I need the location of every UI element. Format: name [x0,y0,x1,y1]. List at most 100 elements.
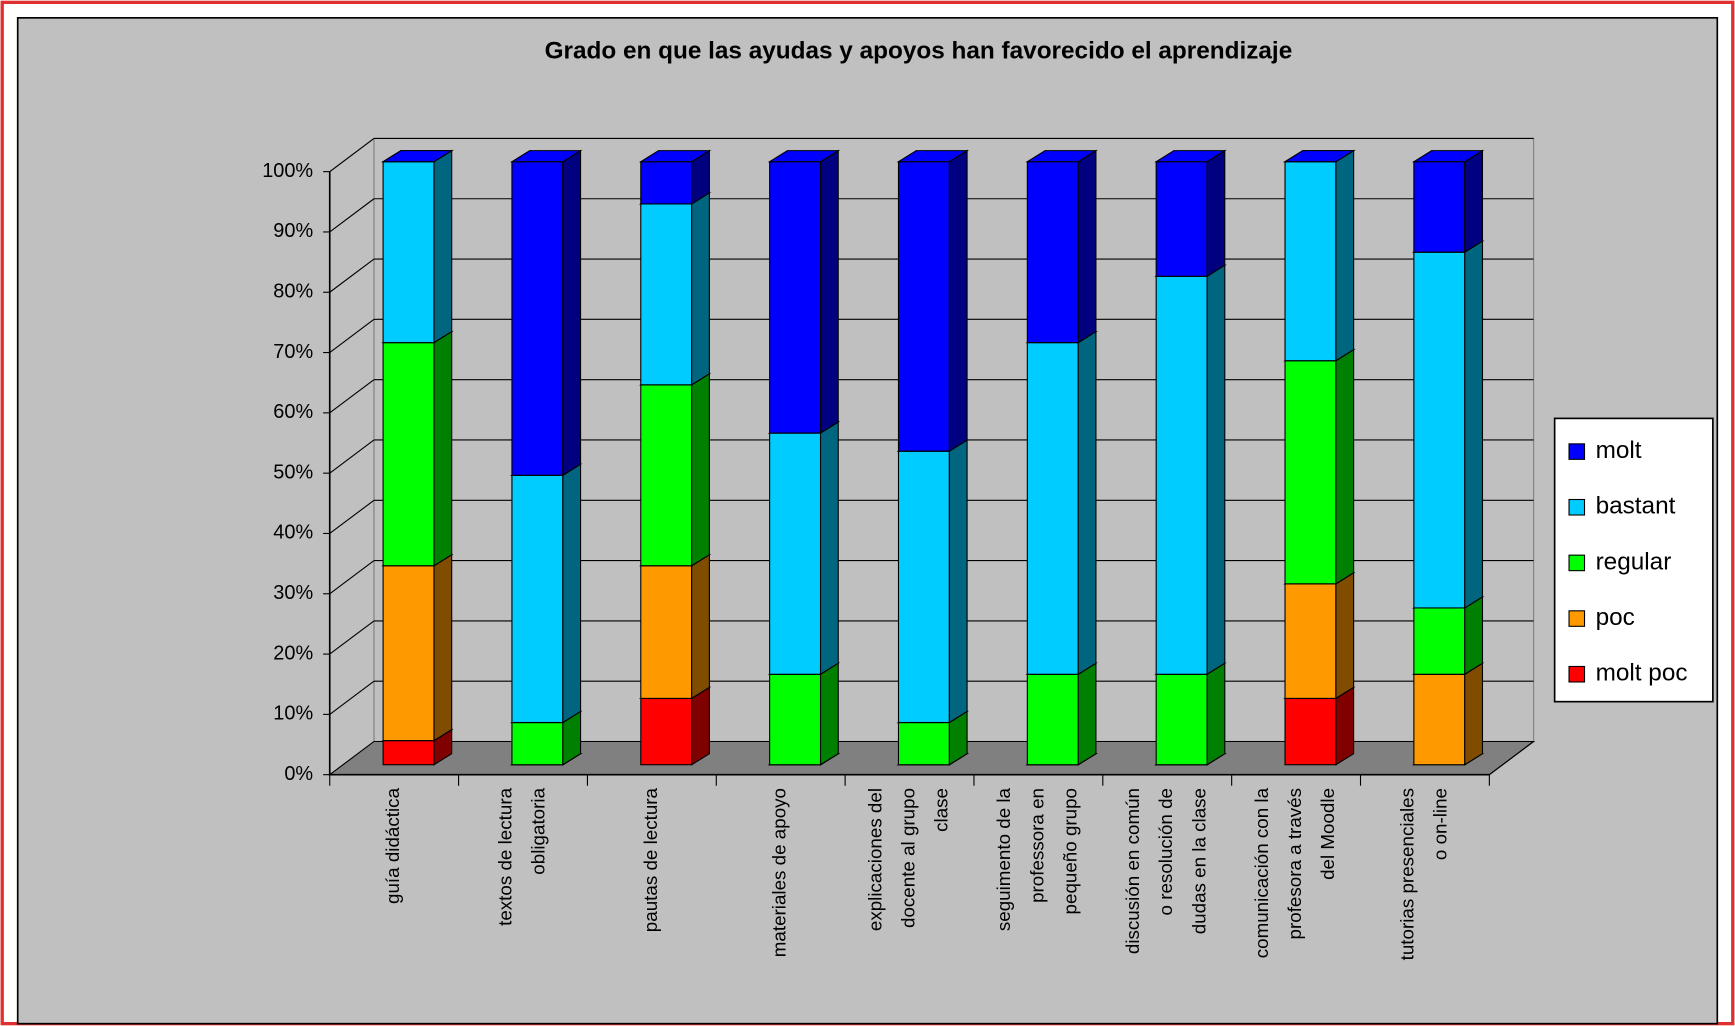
x-tick-label: clase [931,788,952,832]
bar-segment [767,149,841,435]
grid-line [329,499,375,534]
x-tick-label: materiales de apoyo [769,788,790,957]
bar-top [381,150,454,163]
bar-segment [1154,149,1227,278]
bar-side [948,439,968,724]
grid-line [329,198,375,233]
bar-side [1206,149,1226,278]
y-tick-label: 50% [273,461,313,483]
bar-side [819,662,839,766]
legend-label: bastant [1596,493,1676,520]
grid-line [329,680,375,715]
bar-segment [1411,149,1485,254]
bar-segment [1283,686,1356,766]
legend-label: poc [1596,604,1635,631]
bar-segment [1025,662,1098,766]
bar-side [691,553,710,700]
chart-title: Grado en que las ayudas y apoyos han fav… [545,38,1293,65]
x-tick-label: pequeño grupo [1060,788,1081,914]
bar-side [819,420,839,676]
grid-line [329,620,375,655]
bar-side [1206,264,1226,676]
bar-top [638,150,712,163]
bar-front [1284,161,1337,362]
bar-side [1335,149,1355,362]
bar-segment [896,149,970,453]
bar-front [640,384,693,567]
x-tick-label: comunicación con la [1251,787,1272,958]
grid-line [329,439,375,474]
legend-swatch [1568,610,1586,627]
bar-segment [767,420,841,676]
bar-front [897,450,950,724]
bar-front [511,721,564,766]
bar-top [1283,150,1356,163]
bar-segment [381,149,454,344]
x-tick-label: seguimento de la [993,787,1014,931]
bar-front [511,474,564,724]
bar-front [897,161,950,452]
bar-segment [381,150,454,163]
x-tick-label: professora en [1026,788,1047,903]
bar-side [691,191,710,386]
legend-swatch [1568,665,1586,683]
bar-side [1464,149,1484,254]
y-tick-label: 30% [273,582,313,604]
bar-segment [638,149,712,205]
bar-front [1026,161,1079,344]
bar-side [433,330,453,567]
y-tick-label: 80% [273,281,313,303]
bar-front [1284,360,1337,585]
bar-side [691,686,710,766]
bar-front [640,697,693,766]
bar-segment [1025,149,1098,344]
bar-top [1154,150,1227,163]
x-tick-label: textos de lectura [494,787,515,925]
bar-front [1413,673,1466,766]
bar-side [1077,330,1097,676]
bar-front [382,740,435,766]
x-tick-label: docente al grupo [898,788,919,928]
x-tick-label: guía didáctica [382,787,403,904]
bar-side [562,149,582,477]
bar-segment [510,463,583,724]
bar-front [1155,275,1208,675]
bar-segment [1411,240,1485,609]
bar-front [1155,161,1208,277]
bar-side [433,553,453,742]
bar-side [1335,571,1355,700]
bar-side [433,149,453,344]
grid-line [329,318,375,353]
legend-swatch [1568,498,1586,516]
bar-top [1411,150,1485,163]
bar-segment [638,553,712,700]
bar-segment [1283,149,1356,362]
bar-side [1335,686,1355,766]
bar-segment [1283,571,1356,700]
bar-top [1025,150,1098,163]
bar-front [1284,583,1337,699]
bar-front [382,342,435,567]
bar-side [819,149,839,435]
bar-front [1026,673,1079,766]
bar-front [897,721,950,766]
bar-front [1155,673,1208,766]
bar-front [769,161,822,434]
grid-line [329,138,375,173]
y-tick-label: 20% [273,642,313,664]
x-tick-label: profesora a través [1284,788,1305,940]
x-tick-label: pautas de lectura [640,787,661,932]
y-tick-label: 40% [273,522,313,544]
x-tick-label: o on-line [1429,788,1450,860]
bar-segment [1283,348,1356,585]
bar-segment [381,553,454,742]
bar-front [1413,251,1466,609]
x-tick-label: discusión en común [1122,788,1143,954]
x-tick-label: o resolución de [1155,788,1176,916]
bar-segment [638,191,712,386]
bar-front [769,432,822,675]
x-tick-label: obligatoria [528,787,549,874]
bar-front [1284,697,1337,766]
bar-side [1464,595,1484,676]
bar-segment [1154,662,1227,766]
